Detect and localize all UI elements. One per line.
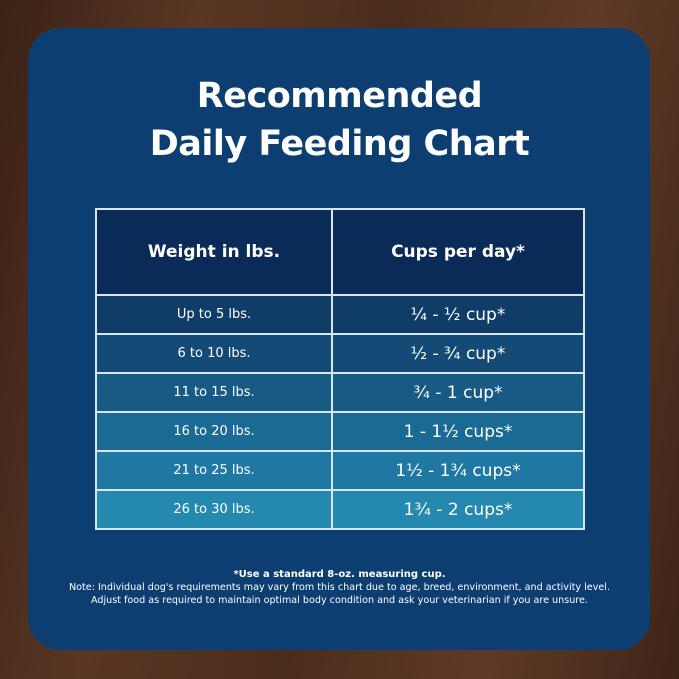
cups-cell: ¾ - 1 cup* bbox=[331, 372, 585, 413]
header-cups: Cups per day* bbox=[331, 208, 585, 296]
weight-cell: 6 to 10 lbs. bbox=[95, 333, 333, 374]
weight-cell: 11 to 15 lbs. bbox=[95, 372, 333, 413]
footnote: *Use a standard 8-oz. measuring cup. bbox=[233, 569, 446, 580]
table-row: 26 to 30 lbs. 1¾ - 2 cups* bbox=[95, 489, 585, 530]
note-line-1: Note: Individual dog's requirements may … bbox=[68, 582, 610, 593]
cups-cell: ½ - ¾ cup* bbox=[331, 333, 585, 374]
page-title: Recommended Daily Feeding Chart bbox=[0, 72, 679, 168]
header-weight: Weight in lbs. bbox=[95, 208, 333, 296]
title-line-1: Recommended bbox=[196, 76, 483, 116]
table-row: Up to 5 lbs. ¼ - ½ cup* bbox=[95, 294, 585, 335]
table-row: 6 to 10 lbs. ½ - ¾ cup* bbox=[95, 333, 585, 374]
feeding-table: Weight in lbs. Cups per day* Up to 5 lbs… bbox=[95, 208, 585, 530]
table-row: 16 to 20 lbs. 1 - 1½ cups* bbox=[95, 411, 585, 452]
weight-cell: 26 to 30 lbs. bbox=[95, 489, 333, 530]
notes: *Use a standard 8-oz. measuring cup. Not… bbox=[0, 568, 679, 607]
weight-cell: Up to 5 lbs. bbox=[95, 294, 333, 335]
table-row: 21 to 25 lbs. 1½ - 1¾ cups* bbox=[95, 450, 585, 491]
weight-cell: 16 to 20 lbs. bbox=[95, 411, 333, 452]
table-row: 11 to 15 lbs. ¾ - 1 cup* bbox=[95, 372, 585, 413]
cups-cell: 1½ - 1¾ cups* bbox=[331, 450, 585, 491]
title-line-2: Daily Feeding Chart bbox=[149, 124, 530, 164]
cups-cell: 1 - 1½ cups* bbox=[331, 411, 585, 452]
note-line-2: Adjust food as required to maintain opti… bbox=[91, 595, 588, 606]
cups-cell: ¼ - ½ cup* bbox=[331, 294, 585, 335]
cups-cell: 1¾ - 2 cups* bbox=[331, 489, 585, 530]
weight-cell: 21 to 25 lbs. bbox=[95, 450, 333, 491]
